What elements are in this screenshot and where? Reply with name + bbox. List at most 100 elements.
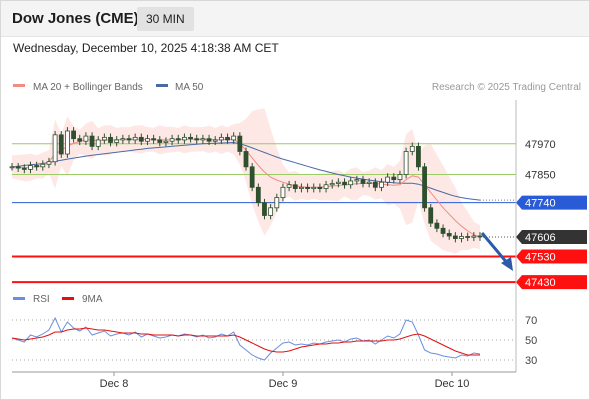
candle-body: [292, 184, 298, 189]
candle-body: [126, 138, 132, 141]
candle-body: [237, 135, 243, 152]
candle-body: [40, 163, 46, 168]
candle-body: [175, 138, 181, 141]
candle-body: [145, 138, 150, 142]
ma9-legend-swatch: [62, 297, 74, 300]
level-tag-47740: [516, 195, 587, 210]
rsi-line: [11, 316, 481, 361]
candle-body: [409, 145, 415, 152]
candle-body: [249, 166, 255, 188]
rsi-legend-swatch: [13, 297, 25, 300]
ma20-legend-swatch: [13, 84, 25, 87]
copyright-text: Research © 2025 Trading Central: [432, 82, 581, 93]
candle-body: [305, 186, 310, 189]
rsi-ma9-line: [11, 327, 480, 356]
candle-body: [15, 166, 21, 169]
candle-body: [34, 165, 40, 168]
level-label-47970: 47970: [525, 139, 556, 151]
level-tag-47530: [516, 249, 587, 264]
candle-body: [108, 136, 113, 143]
candle-body: [385, 176, 391, 183]
rsi-legend-label: RSI: [33, 294, 50, 305]
candle-body: [348, 180, 354, 186]
forecast-arrow-shaft: [480, 232, 510, 265]
forecast-arrow-head: [501, 257, 513, 271]
candle-body: [274, 197, 280, 209]
chart-datetime: Wednesday, December 10, 2025 4:18:38 AM …: [13, 41, 279, 55]
candle-body: [65, 130, 70, 155]
candle-body: [157, 139, 163, 143]
ma9-legend-label: 9MA: [82, 294, 103, 305]
rsi-tick-30: 30: [525, 355, 537, 367]
level-label-47850: 47850: [525, 170, 556, 182]
candle-body: [58, 134, 64, 155]
candle-body: [280, 186, 286, 198]
candle-body: [317, 186, 323, 189]
candle-body: [268, 207, 274, 216]
candle-body: [397, 174, 403, 181]
candle-body: [416, 145, 421, 168]
candle-body: [71, 130, 76, 140]
candle-body: [163, 140, 169, 143]
candle-body: [471, 235, 477, 238]
candle-body: [46, 161, 52, 165]
candle-body: [440, 227, 446, 234]
candle-body: [77, 138, 83, 142]
x-tick-label: Dec 10: [435, 378, 470, 390]
candle-body: [255, 186, 261, 204]
candle-body: [95, 139, 101, 147]
candle-body: [459, 236, 464, 239]
candle-body: [52, 134, 58, 163]
candle-body: [151, 138, 157, 141]
ma50-legend-swatch: [156, 84, 168, 87]
last-price-tag: [516, 230, 587, 244]
level-label-47430: 47430: [525, 277, 556, 289]
candle-body: [311, 186, 317, 189]
level-label-47530: 47530: [525, 251, 556, 263]
last-price-label: 47606: [525, 232, 556, 244]
candle-body: [391, 176, 397, 181]
ma20-legend-label: MA 20 + Bollinger Bands: [33, 82, 143, 93]
candle-body: [465, 236, 471, 238]
rsi-tick-50: 50: [525, 335, 537, 347]
x-tick-label: Dec 8: [100, 378, 129, 390]
candle-body: [212, 139, 218, 142]
candle-body: [299, 186, 304, 189]
candle-body: [89, 135, 95, 147]
candle-body: [422, 166, 427, 209]
candle-body: [9, 166, 15, 169]
candle-body: [379, 181, 384, 188]
bollinger-band-area: [12, 108, 480, 254]
candle-body: [428, 207, 434, 224]
candle-body: [200, 138, 206, 141]
candle-body: [354, 179, 360, 182]
candle-body: [372, 181, 378, 188]
rsi-tick-70: 70: [525, 315, 537, 327]
candle-body: [323, 184, 329, 189]
instrument-title: Dow Jones (CME): [12, 10, 139, 27]
candle-body: [225, 136, 230, 141]
candle-body: [182, 136, 187, 141]
candle-body: [329, 183, 335, 186]
candle-body: [262, 202, 267, 216]
candle-body: [21, 167, 27, 170]
ma50-legend-label: MA 50: [175, 82, 204, 93]
candle-body: [452, 235, 458, 239]
candle-body: [218, 136, 224, 141]
candle-body: [188, 136, 193, 140]
candle-body: [446, 233, 452, 237]
candle-body: [120, 138, 126, 141]
candle-body: [138, 136, 144, 142]
candle-body: [231, 135, 237, 141]
level-label-47740: 47740: [525, 198, 556, 210]
candle-body: [132, 136, 138, 141]
x-tick-label: Dec 9: [269, 378, 298, 390]
candle-body: [335, 181, 341, 184]
timeframe-button[interactable]: 30 MIN: [137, 7, 194, 31]
candle-body: [101, 136, 107, 141]
candle-body: [286, 184, 292, 188]
candle-body: [243, 151, 249, 168]
header-bar: Dow Jones (CME) 30 MIN: [0, 0, 590, 37]
candle-body: [403, 151, 409, 175]
